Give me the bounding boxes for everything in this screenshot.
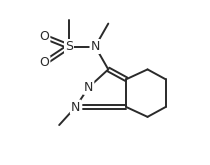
Text: O: O [39, 56, 49, 69]
Text: N: N [71, 100, 80, 114]
Text: S: S [65, 40, 73, 53]
Text: O: O [39, 30, 49, 43]
Text: N: N [84, 81, 93, 94]
Text: N: N [91, 40, 100, 53]
